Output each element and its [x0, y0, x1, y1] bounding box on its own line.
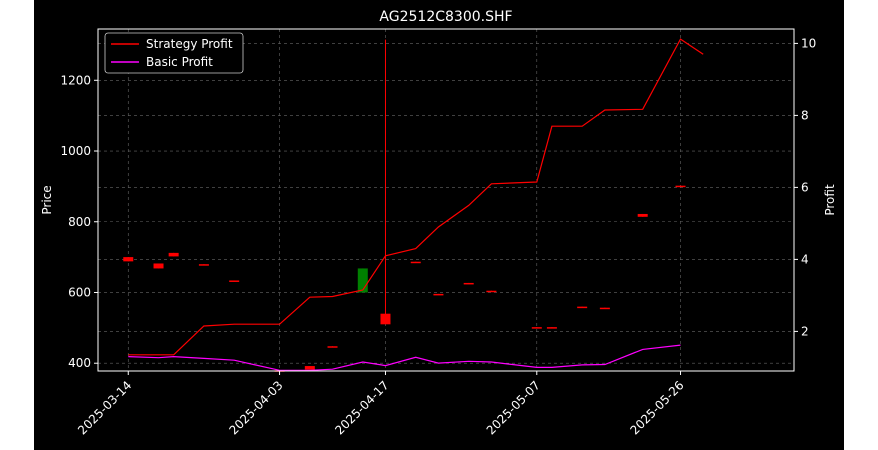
- candle-body: [304, 366, 315, 370]
- candle-body: [546, 327, 557, 329]
- y-tick-label: 800: [68, 215, 91, 229]
- chart-svg: 400 600 800 1000 1200 2 4 6 8 10 2025-03-14 2025-04…: [40, 9, 837, 437]
- x-tick-label: 2025-05-07: [484, 378, 543, 437]
- candle-body: [433, 293, 444, 296]
- plot-frame: [97, 28, 795, 372]
- candle-body: [675, 185, 686, 188]
- candle-body: [327, 346, 338, 348]
- candle-body: [168, 252, 179, 257]
- strategy-profit-line: [128, 38, 704, 356]
- legend-box: [104, 32, 244, 74]
- x-tick-label: 2025-03-14: [75, 378, 134, 437]
- candle-body: [153, 263, 164, 269]
- x-tick-label: 2025-04-17: [332, 378, 391, 437]
- candle-body: [531, 327, 542, 329]
- axes: 400 600 800 1000 1200 2 4 6 8 10 2025-03-14 2025-04…: [60, 36, 816, 437]
- candle-body: [577, 306, 588, 309]
- candle-body: [123, 257, 134, 262]
- figure: 400 600 800 1000 1200 2 4 6 8 10 2025-03-14 2025-04…: [34, 0, 844, 450]
- legend: Strategy Profit Basic Profit: [104, 32, 244, 74]
- candle-body: [198, 264, 209, 266]
- candle-body: [637, 213, 648, 217]
- y2-tick-label: 4: [801, 252, 809, 266]
- x-tick-label: 2025-05-26: [627, 378, 686, 437]
- basic-profit-line: [128, 344, 681, 371]
- candles: [123, 39, 686, 372]
- grid: [98, 29, 794, 371]
- y-tick-label: 400: [68, 356, 91, 370]
- legend-label-basic: Basic Profit: [146, 55, 213, 69]
- y2-tick-label: 8: [801, 108, 809, 122]
- candle-body: [357, 268, 368, 293]
- y-axis-label: Price: [40, 185, 54, 214]
- y2-tick-label: 2: [801, 324, 809, 338]
- chart-title: AG2512C8300.SHF: [379, 9, 512, 25]
- profit-lines: [128, 38, 704, 371]
- candle-body: [599, 307, 610, 310]
- candle-body: [380, 313, 391, 325]
- candle-body: [486, 290, 497, 293]
- legend-label-strategy: Strategy Profit: [146, 37, 233, 51]
- y2-tick-label: 10: [801, 36, 816, 50]
- x-tick-label: 2025-04-03: [226, 378, 285, 437]
- y2-tick-label: 6: [801, 180, 809, 194]
- candle-body: [463, 282, 474, 285]
- y-tick-label: 1000: [60, 144, 91, 158]
- y-tick-label: 600: [68, 285, 91, 299]
- y2-axis-label: Profit: [823, 184, 837, 216]
- candle-body: [410, 261, 421, 264]
- candle-body: [229, 280, 240, 282]
- y-tick-label: 1200: [60, 73, 91, 87]
